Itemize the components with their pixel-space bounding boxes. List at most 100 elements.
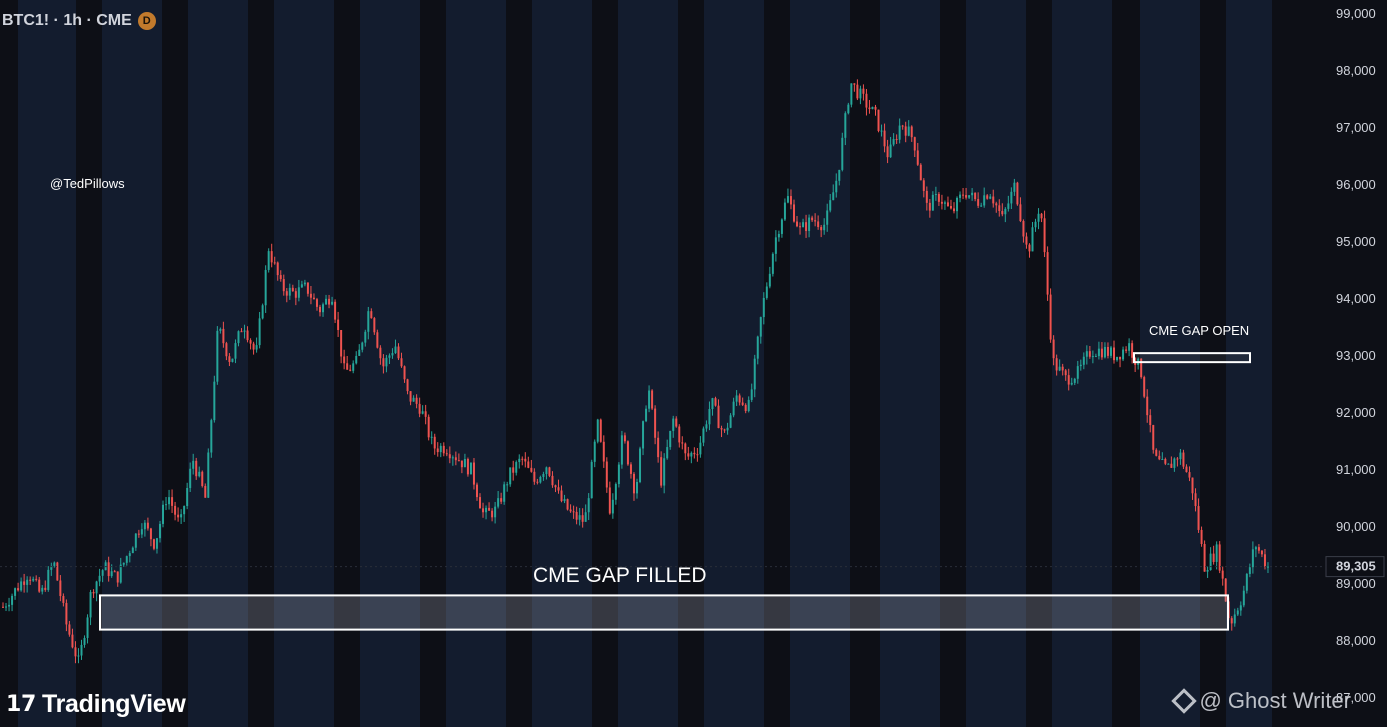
candle-body	[910, 126, 913, 138]
candle-body	[639, 448, 642, 483]
candle-body	[1022, 221, 1025, 237]
candle-body	[198, 471, 201, 477]
candle-body	[823, 224, 826, 231]
candle-body	[1203, 543, 1206, 572]
candle-body	[364, 331, 367, 343]
data-delay-badge[interactable]: D	[137, 12, 156, 30]
candle-body	[998, 205, 1001, 212]
candle-body	[774, 237, 777, 254]
candle-body	[297, 287, 300, 298]
candle-body	[542, 474, 545, 477]
price-tick-label: 89,000	[1336, 576, 1376, 591]
candle-body	[735, 395, 738, 402]
candle-body	[980, 205, 983, 207]
candle-body	[949, 206, 952, 209]
candle-body	[343, 356, 346, 364]
candle-body	[515, 462, 518, 473]
candle-body	[89, 592, 92, 618]
candle-body	[340, 330, 343, 357]
candle-body	[376, 332, 379, 348]
candle-body	[732, 401, 735, 416]
candle-body	[406, 379, 409, 392]
candle-body	[56, 562, 59, 581]
candle-body	[856, 84, 859, 99]
candle-body	[1236, 610, 1239, 615]
candle-body	[986, 195, 989, 199]
candle-body	[1025, 236, 1028, 245]
gap-open-label: CME GAP OPEN	[1149, 323, 1249, 338]
candle-body	[838, 169, 841, 181]
candle-body	[23, 581, 26, 585]
candle-body	[614, 484, 617, 500]
price-tick-label: 95,000	[1336, 234, 1376, 249]
candle-body	[273, 262, 276, 264]
candle-body	[717, 405, 720, 429]
candle-body	[1016, 182, 1019, 205]
candle-body	[472, 462, 475, 485]
candle-body	[977, 199, 980, 206]
candle-body	[648, 390, 651, 409]
candle-body	[448, 454, 451, 459]
candle-body	[518, 458, 521, 463]
candle-body	[995, 203, 998, 206]
candle-body	[1212, 553, 1215, 562]
candle-body	[234, 343, 237, 359]
credit-watermark: @ Ghost Writer	[1171, 688, 1351, 714]
candle-body	[666, 447, 669, 459]
candle-body	[457, 460, 460, 462]
candle-body	[575, 511, 578, 520]
session-band	[274, 0, 334, 727]
candle-body	[264, 269, 267, 306]
candle-body	[512, 467, 515, 473]
gap-open-box[interactable]	[1133, 352, 1251, 364]
tradingview-logo[interactable]: 17 TradingView	[6, 690, 186, 719]
candle-body	[1061, 366, 1064, 371]
candle-body	[1125, 349, 1128, 351]
candle-body	[424, 411, 427, 417]
candle-body	[412, 397, 415, 402]
candle-body	[439, 445, 442, 453]
candle-body	[539, 476, 542, 483]
candle-body	[303, 282, 306, 285]
candle-body	[204, 485, 207, 498]
candle-body	[252, 343, 255, 350]
candle-body	[125, 556, 128, 563]
candle-body	[1046, 252, 1049, 295]
candle-body	[143, 522, 146, 530]
candle-body	[901, 125, 904, 127]
candle-body	[77, 655, 80, 657]
candle-body	[1073, 378, 1076, 383]
candle-body	[1037, 213, 1040, 222]
candle-body	[747, 399, 750, 412]
candle-body	[1103, 346, 1106, 358]
candle-body	[620, 435, 623, 465]
candle-body	[482, 508, 485, 513]
candle-body	[629, 464, 632, 474]
candle-body	[566, 499, 569, 510]
candle-body	[1191, 477, 1194, 494]
candle-body	[1206, 569, 1209, 572]
price-tick-label: 88,000	[1336, 633, 1376, 648]
candle-body	[95, 581, 98, 594]
candle-body	[865, 93, 868, 108]
candle-body	[1197, 506, 1200, 530]
candle-body	[1010, 191, 1013, 204]
candle-body	[992, 196, 995, 204]
candle-body	[1173, 458, 1176, 468]
candle-body	[771, 253, 774, 274]
gap-filled-box[interactable]	[99, 594, 1229, 631]
candle-body	[53, 562, 56, 566]
candle-body	[545, 467, 548, 475]
candle-body	[672, 418, 675, 431]
candle-body	[418, 403, 421, 414]
candle-body	[934, 194, 937, 196]
candle-body	[741, 402, 744, 405]
candle-body	[762, 297, 765, 318]
candle-body	[832, 192, 835, 201]
candle-body	[267, 251, 270, 270]
candle-body	[26, 579, 29, 585]
candle-body	[530, 467, 533, 472]
candle-body	[669, 430, 672, 448]
